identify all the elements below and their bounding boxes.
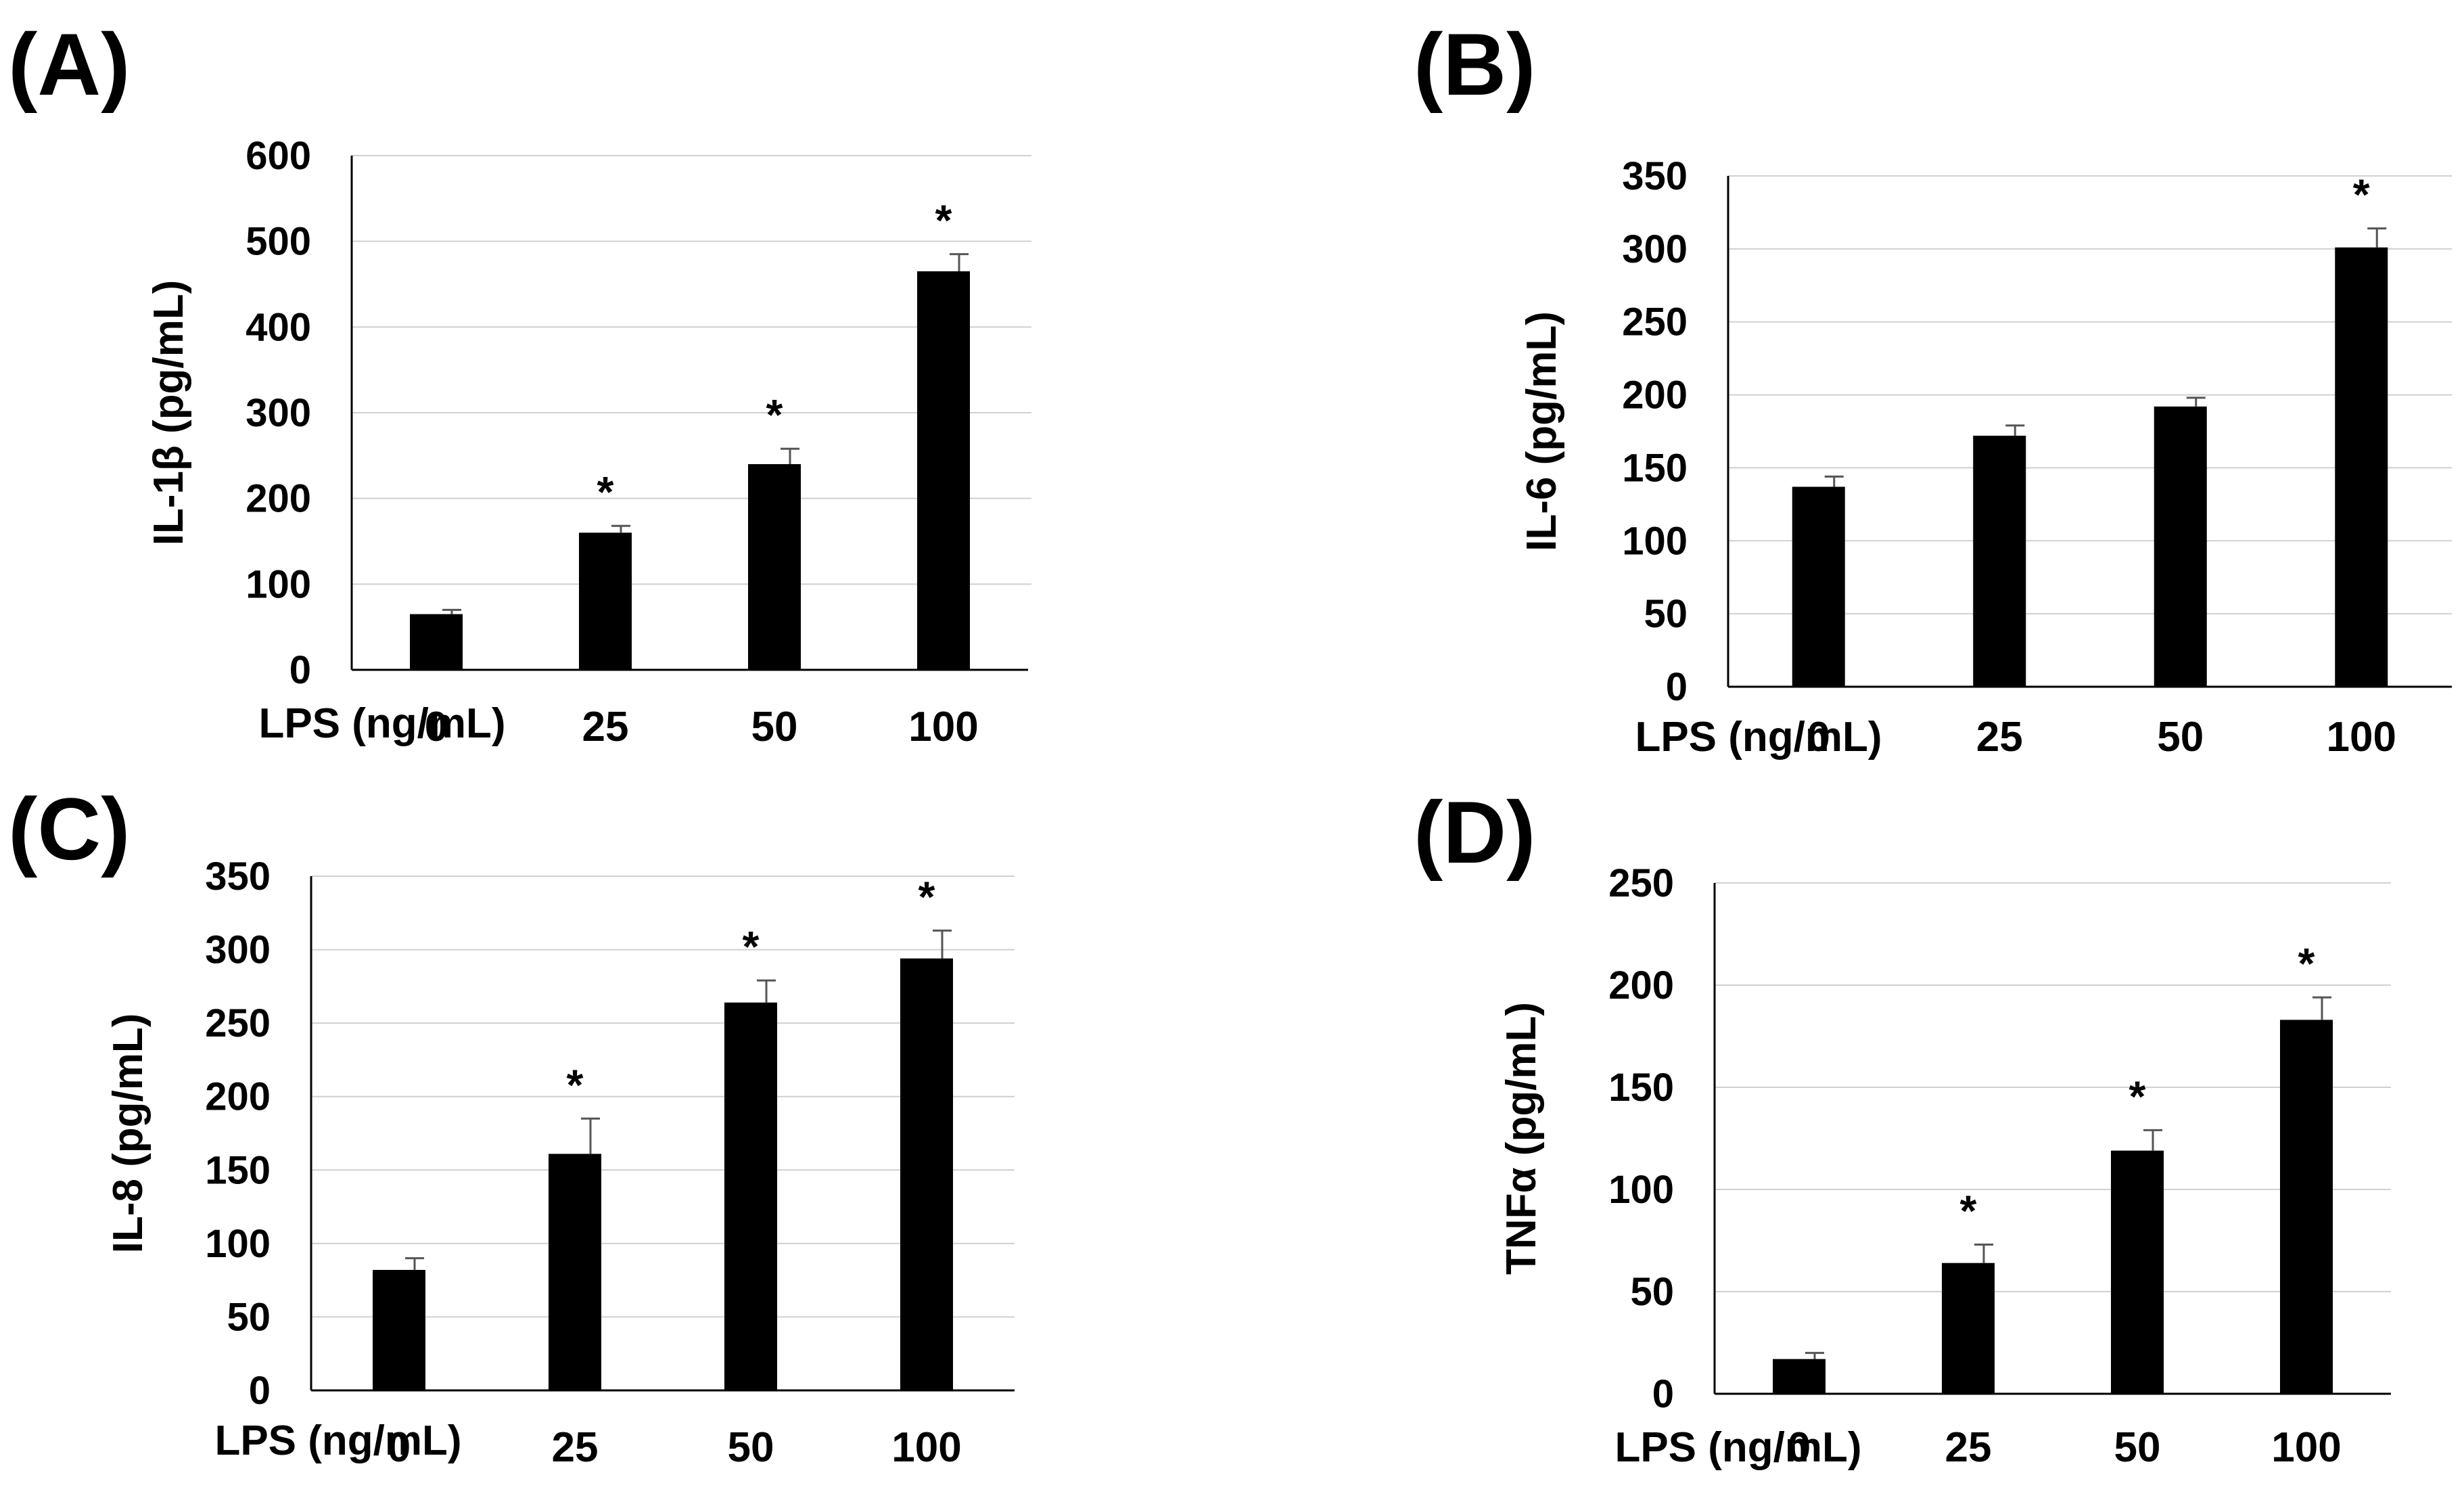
y-tick-label: 100 xyxy=(1608,1168,1674,1212)
y-tick-label: 300 xyxy=(1622,227,1688,271)
significance-marker: * xyxy=(597,468,614,516)
x-tick-label: 25 xyxy=(552,1424,599,1471)
panel-label: (C) xyxy=(8,779,130,878)
bar xyxy=(1973,435,2026,687)
y-axis-label: IL-8 (pg/mL) xyxy=(105,1014,152,1254)
y-tick-label: 0 xyxy=(249,1369,271,1413)
x-tick-label: 100 xyxy=(908,704,978,750)
bar xyxy=(549,1154,601,1390)
significance-marker: * xyxy=(919,872,935,921)
bar xyxy=(900,958,953,1390)
bar xyxy=(748,464,801,670)
y-tick-label: 200 xyxy=(1622,373,1688,417)
significance-marker: * xyxy=(567,1060,584,1109)
y-tick-label: 500 xyxy=(246,220,311,264)
y-tick-label: 100 xyxy=(205,1222,271,1266)
x-tick-label: 100 xyxy=(2271,1424,2341,1471)
y-tick-label: 0 xyxy=(1652,1372,1674,1416)
y-tick-label: 100 xyxy=(1622,519,1688,563)
significance-marker: * xyxy=(766,390,783,439)
y-tick-label: 300 xyxy=(246,391,311,435)
significance-marker: * xyxy=(2129,1072,2146,1120)
x-tick-label: 0 xyxy=(1788,1424,1811,1471)
bar xyxy=(1942,1263,1995,1394)
x-tick-label: 0 xyxy=(1807,714,1830,760)
y-tick-label: 200 xyxy=(205,1075,271,1119)
bar xyxy=(410,614,463,670)
x-axis-label: LPS (ng/mL) xyxy=(214,1417,461,1464)
panel-label: (B) xyxy=(1414,15,1535,114)
y-tick-label: 150 xyxy=(1622,446,1688,490)
y-tick-label: 200 xyxy=(1608,963,1674,1007)
significance-marker: * xyxy=(2298,939,2315,988)
x-axis-label: LPS (ng/mL) xyxy=(1635,714,1882,760)
y-tick-label: 250 xyxy=(205,1001,271,1045)
bar xyxy=(917,271,970,670)
y-tick-label: 400 xyxy=(246,305,311,349)
y-tick-label: 350 xyxy=(1622,154,1688,198)
bar xyxy=(2154,406,2207,687)
bar xyxy=(579,532,632,670)
x-tick-label: 50 xyxy=(2157,714,2204,760)
x-tick-label: 50 xyxy=(728,1424,774,1471)
y-tick-label: 50 xyxy=(1644,592,1688,636)
y-axis-label: TNFα (pg/mL) xyxy=(1498,1002,1545,1275)
y-axis-label: IL-6 (pg/mL) xyxy=(1518,311,1565,551)
x-tick-label: 50 xyxy=(2114,1424,2161,1471)
y-tick-label: 150 xyxy=(205,1148,271,1192)
panel-label: (A) xyxy=(8,15,130,114)
x-tick-label: 100 xyxy=(2327,714,2396,760)
x-axis-label: LPS (ng/mL) xyxy=(258,700,505,747)
y-tick-label: 350 xyxy=(205,855,271,899)
y-tick-label: 250 xyxy=(1608,861,1674,905)
y-tick-label: 0 xyxy=(289,648,311,692)
bar xyxy=(724,1002,777,1390)
x-tick-label: 25 xyxy=(1945,1424,1992,1471)
y-tick-label: 0 xyxy=(1666,665,1688,709)
x-axis-label: LPS (ng/mL) xyxy=(1614,1424,1861,1471)
y-tick-label: 600 xyxy=(246,134,311,178)
x-tick-label: 50 xyxy=(751,704,798,750)
y-tick-label: 300 xyxy=(205,928,271,972)
bar xyxy=(373,1269,425,1390)
y-tick-label: 50 xyxy=(227,1295,271,1339)
y-tick-label: 250 xyxy=(1622,300,1688,344)
x-tick-label: 25 xyxy=(582,704,629,750)
x-tick-label: 0 xyxy=(425,704,448,750)
significance-marker: * xyxy=(935,196,952,245)
bar xyxy=(2335,247,2388,687)
y-tick-label: 150 xyxy=(1608,1066,1674,1110)
significance-marker: * xyxy=(1960,1187,1977,1235)
y-tick-label: 50 xyxy=(1630,1270,1674,1314)
y-axis-label: IL-1β (pg/mL) xyxy=(145,280,192,546)
x-tick-label: 100 xyxy=(891,1424,961,1471)
y-tick-label: 100 xyxy=(246,562,311,606)
bar xyxy=(1792,486,1845,687)
significance-marker: * xyxy=(743,922,760,971)
panel-label: (D) xyxy=(1414,783,1535,882)
y-tick-label: 200 xyxy=(246,477,311,521)
bar xyxy=(1773,1359,1826,1394)
x-tick-label: 25 xyxy=(1976,714,2023,760)
x-tick-label: 0 xyxy=(388,1424,411,1471)
bar xyxy=(2280,1020,2333,1394)
significance-marker: * xyxy=(2353,171,2370,219)
bar xyxy=(2111,1150,2164,1394)
